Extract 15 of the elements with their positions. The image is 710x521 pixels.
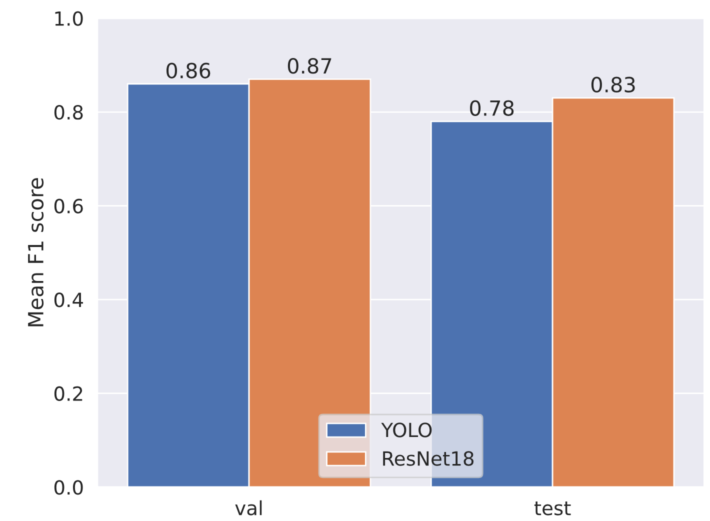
y-tick-label: 0.8 [54,104,83,120]
data-label: 0.78 [470,100,514,116]
data-label: 0.83 [591,76,635,93]
data-label: 0.86 [166,62,210,78]
y-tick-label: 0.0 [54,480,83,495]
x-tick-label: val [235,500,262,516]
data-label: 0.87 [288,58,332,74]
x-tick-label: test [534,501,571,516]
y-tick-label: 1.0 [55,11,83,26]
y-tick-label: 0.2 [54,386,82,402]
legend-label: ResNet18 [383,451,474,466]
y-tick-label: 0.6 [54,198,83,214]
legend-label: YOLO [381,422,432,438]
y-tick-label: 0.4 [54,292,83,308]
y-axis-title: Mean F1 score [28,178,44,326]
